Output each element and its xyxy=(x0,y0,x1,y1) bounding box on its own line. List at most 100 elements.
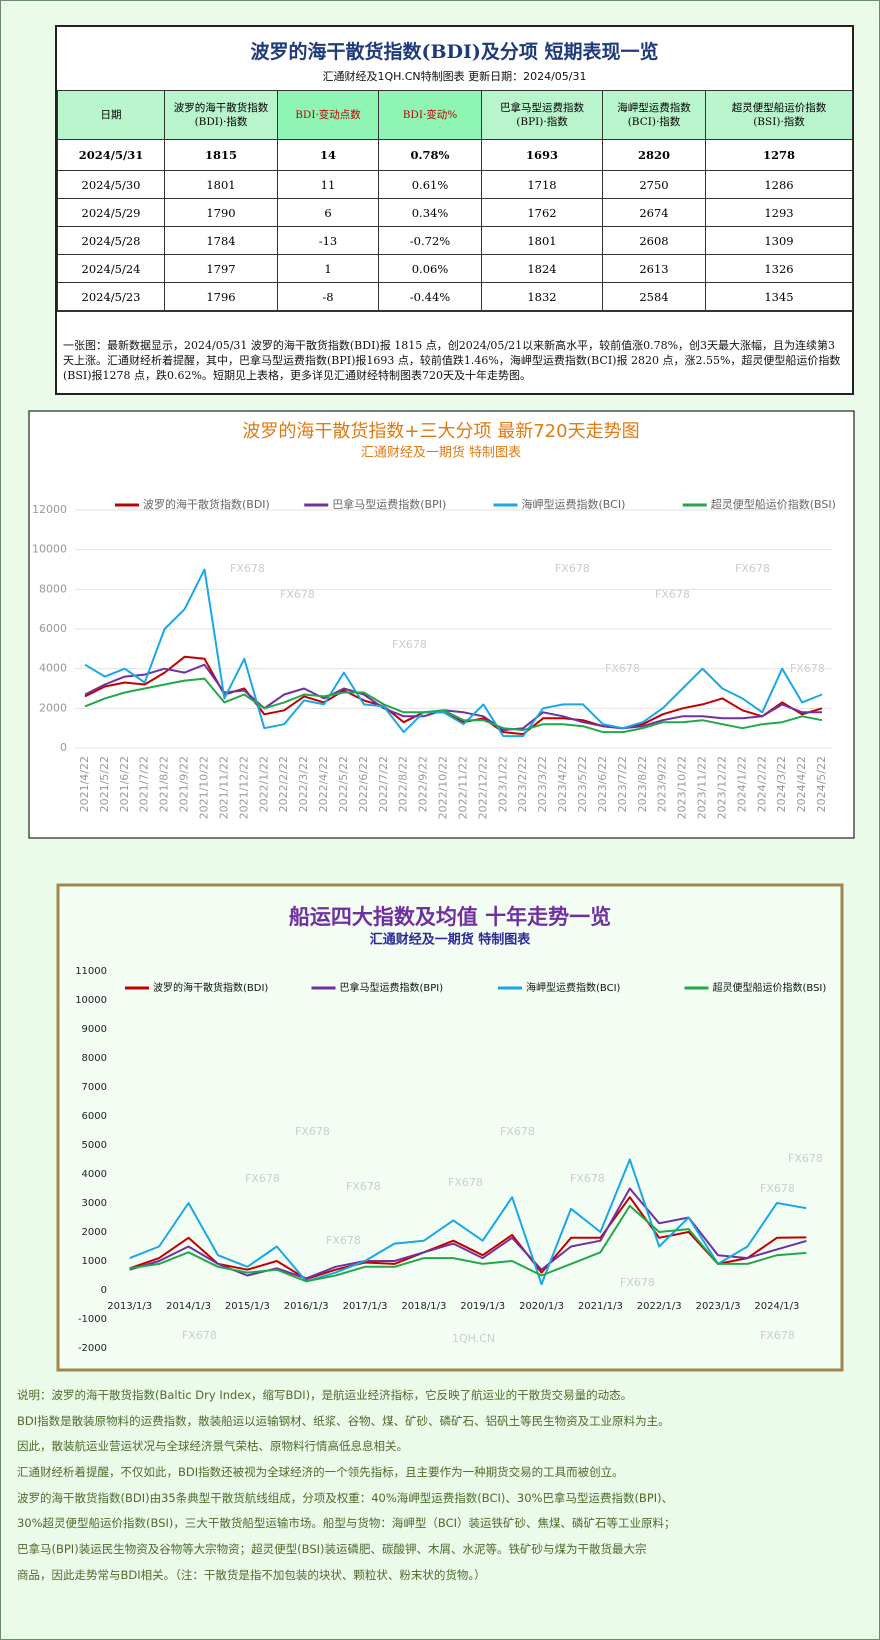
table-cell: 1796 xyxy=(164,282,278,311)
table-cell: 1345 xyxy=(705,282,853,311)
table-cell: 1832 xyxy=(481,282,603,311)
x-tick-label: 2022/7/22 xyxy=(377,756,390,812)
note-line: 波罗的海干散货指数(BDI)由35条典型干散货航线组成，分项及权重：40%海岬型… xyxy=(17,1490,674,1505)
table-cell: 2024/5/30 xyxy=(57,170,165,199)
y-tick-label: 5000 xyxy=(82,1140,107,1151)
column-header: BDI·变动% xyxy=(378,90,482,140)
y-tick-label: 4000 xyxy=(82,1169,107,1180)
y-tick-label: 0 xyxy=(60,741,67,754)
x-tick-label: 2021/11/22 xyxy=(217,756,230,819)
watermark: FX678 xyxy=(448,1176,483,1189)
table-cell: 1718 xyxy=(481,170,603,199)
note-line: 商品，因此走势常与BDI相关。（注：干散货是指不加包装的块状、颗粒状、粉末状的货… xyxy=(17,1567,486,1582)
x-tick-label: 2023/9/22 xyxy=(656,756,669,812)
y-tick-label: 8000 xyxy=(82,1053,107,1064)
summary-table: 波罗的海干散货指数(BDI)及分项 短期表现一览 汇通财经及1QH.CN特制图表… xyxy=(55,25,854,395)
note-line: 汇通财经析着提醒，不仅如此，BDI指数还被视为全球经济的一个领先指标，且主要作为… xyxy=(17,1465,624,1480)
y-tick-label: 0 xyxy=(101,1285,107,1296)
x-tick-label: 2021/5/22 xyxy=(98,756,111,812)
table-cell: 2584 xyxy=(602,282,706,311)
y-tick-label: 10000 xyxy=(32,543,67,556)
series-line xyxy=(84,568,823,738)
x-tick-label: 2022/9/22 xyxy=(417,756,430,812)
table-cell: 11 xyxy=(277,170,379,199)
y-tick-label: 2000 xyxy=(39,701,67,714)
watermark: FX678 xyxy=(346,1180,381,1193)
table-note: 一张图：最新数据显示，2024/05/31 波罗的海干散货指数(BDI)报 18… xyxy=(57,311,852,393)
legend-label: 波罗的海干散货指数(BDI) xyxy=(153,981,268,994)
note-line: 30%超灵便型船运价指数(BSI)，三大干散货船型运输市场。船型与货物：海岬型（… xyxy=(17,1516,676,1531)
y-tick-label: 7000 xyxy=(82,1082,107,1093)
x-tick-label: 2022/2/22 xyxy=(277,756,290,812)
y-tick-label: -2000 xyxy=(78,1343,107,1354)
x-tick-label: 2022/1/22 xyxy=(257,756,270,812)
chart-title: 波罗的海干散货指数+三大分项 最新720天走势图 xyxy=(242,421,639,442)
watermark: FX678 xyxy=(182,1329,217,1342)
table-cell: 2024/5/28 xyxy=(57,226,165,255)
y-tick-label: 3000 xyxy=(82,1198,107,1209)
chart-frame xyxy=(28,410,855,839)
legend-label: 海岬型运费指数(BCI) xyxy=(522,497,626,511)
y-tick-label: 1000 xyxy=(82,1256,107,1267)
table-subtitle: 汇通财经及1QH.CN特制图表 更新日期：2024/05/31 xyxy=(322,70,587,83)
watermark: FX678 xyxy=(392,638,427,651)
x-tick-label: 2022/12/22 xyxy=(476,756,489,819)
y-tick-label: 10000 xyxy=(75,995,107,1006)
table-cell: 14 xyxy=(277,139,379,171)
note-line: 说明：波罗的海干散货指数(Baltic Dry Index，缩写BDI)，是航运… xyxy=(17,1388,633,1402)
x-tick-label: 2023/3/22 xyxy=(536,756,549,812)
table-cell: -13 xyxy=(277,226,379,255)
legend-label: 超灵便型船运价指数(BSI) xyxy=(713,981,827,994)
legend-label: 海岬型运费指数(BCI) xyxy=(526,981,621,994)
watermark: FX678 xyxy=(735,562,770,575)
table-cell: -0.44% xyxy=(378,282,482,311)
x-tick-label: 2021/9/22 xyxy=(178,756,191,812)
x-tick-label: 2018/1/3 xyxy=(401,1301,446,1312)
watermark: FX678 xyxy=(555,562,590,575)
x-tick-label: 2023/1/22 xyxy=(496,756,509,812)
x-tick-label: 2021/8/22 xyxy=(158,756,171,812)
x-tick-label: 2022/6/22 xyxy=(357,756,370,812)
note-line: 巴拿马(BPI)装运民生物资及谷物等大宗物资；超灵便型(BSI)装运磷肥、碳酸钾… xyxy=(17,1542,647,1557)
table-cell: 1309 xyxy=(705,226,853,255)
y-tick-label: 6000 xyxy=(39,622,67,635)
x-tick-label: 2020/1/3 xyxy=(519,1301,564,1312)
header-line: (BDI)·指数 xyxy=(194,116,248,128)
x-tick-label: 2015/1/3 xyxy=(225,1301,270,1312)
x-tick-label: 2016/1/3 xyxy=(284,1301,329,1312)
chart-subtitle: 汇通财经及一期货 特制图表 xyxy=(370,932,532,948)
x-tick-label: 2023/5/22 xyxy=(576,756,589,812)
x-tick-label: 2019/1/3 xyxy=(460,1301,505,1312)
watermark: FX678 xyxy=(760,1182,795,1195)
table-row: 2024/5/31 1815 14 0.78% 1693 2820 1278 xyxy=(57,139,853,171)
table-cell: 1815 xyxy=(164,139,278,171)
table-cell: 2024/5/31 xyxy=(57,139,165,171)
x-tick-label: 2024/1/3 xyxy=(754,1301,799,1312)
x-tick-label: 2021/6/22 xyxy=(118,756,131,812)
legend-label: 超灵便型船运价指数(BSI) xyxy=(711,497,836,511)
y-tick-label: 8000 xyxy=(39,582,67,595)
table-cell: 1784 xyxy=(164,226,278,255)
table-row: 2024/5/23 1796 -8 -0.44% 1832 2584 1345 xyxy=(57,282,853,311)
x-tick-label: 2021/4/22 xyxy=(78,756,91,812)
header-line: (BSI)·指数 xyxy=(753,116,805,128)
header-line: (BPI)·指数 xyxy=(516,116,568,128)
watermark: FX678 xyxy=(655,588,690,601)
x-tick-label: 2024/5/22 xyxy=(815,756,828,812)
table-title: 波罗的海干散货指数(BDI)及分项 短期表现一览 xyxy=(250,41,659,63)
table-cell: 1278 xyxy=(705,139,853,171)
header-line: BDI·变动% xyxy=(402,109,458,121)
table-cell: 2024/5/23 xyxy=(57,282,165,311)
table-cell: 0.06% xyxy=(378,254,482,283)
x-tick-label: 2022/1/3 xyxy=(637,1301,682,1312)
header-line: 巴拿马型运费指数 xyxy=(500,102,584,114)
note-line: 因此，散装航运业营运状况与全球经济景气荣枯、原物料行情高低息息相关。 xyxy=(17,1439,408,1454)
watermark: FX678 xyxy=(788,1152,823,1165)
watermark: FX678 xyxy=(245,1172,280,1185)
y-tick-label: -1000 xyxy=(78,1314,107,1325)
header-line: 波罗的海干散货指数 xyxy=(173,102,269,114)
table-row: 2024/5/30 1801 11 0.61% 1718 2750 1286 xyxy=(57,170,853,199)
x-tick-label: 2023/7/22 xyxy=(616,756,629,812)
x-tick-label: 2022/4/22 xyxy=(317,756,330,812)
